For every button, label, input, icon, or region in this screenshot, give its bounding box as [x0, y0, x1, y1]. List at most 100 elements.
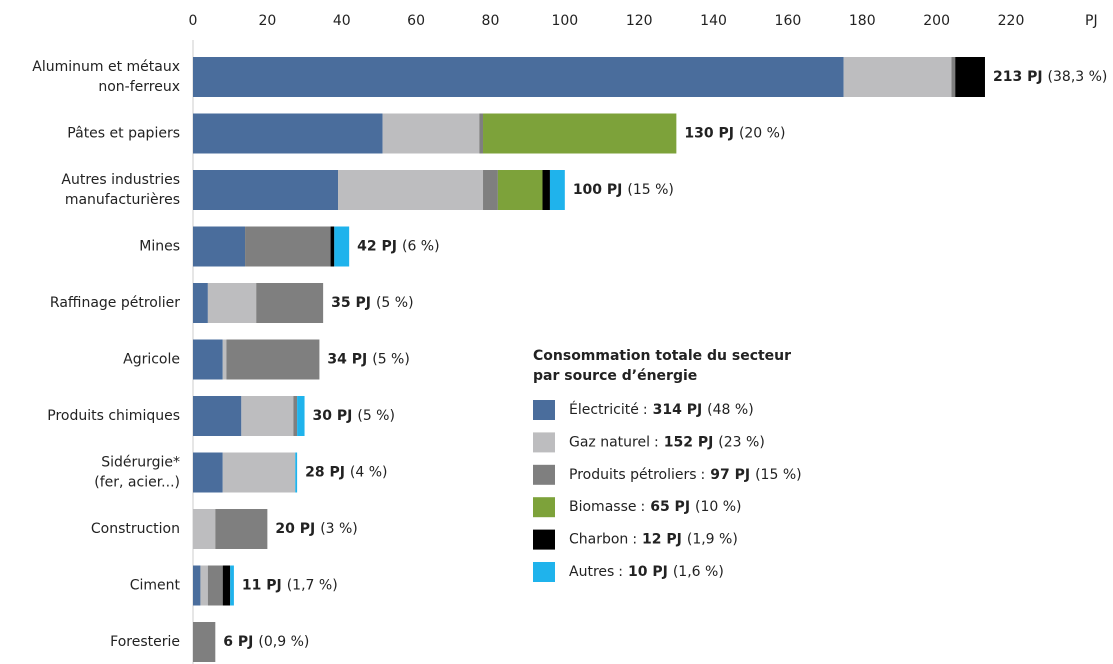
bar-segment — [297, 396, 305, 436]
total-share: (5 %) — [376, 295, 414, 311]
bar-segment — [483, 170, 498, 210]
total-label: 35 PJ (5 %) — [331, 295, 413, 311]
total-label: 100 PJ (15 %) — [573, 182, 674, 198]
bar-segment — [222, 452, 296, 493]
legend-separator: : — [701, 467, 706, 483]
total-label: 130 PJ (20 %) — [684, 126, 785, 142]
legend-swatch — [533, 529, 555, 550]
total-share: (38,3 %) — [1048, 69, 1108, 85]
x-tick-label: 80 — [482, 13, 500, 29]
bar-segment — [549, 170, 565, 210]
bar-segment — [226, 339, 320, 380]
legend-name: Autres — [569, 564, 614, 580]
total-value: 34 PJ — [327, 352, 367, 368]
bar-segment — [293, 396, 298, 436]
legend-label: Produits pétroliers:97 PJ (15 %) — [569, 467, 802, 483]
x-tick-label: 60 — [407, 13, 425, 29]
legend-label: Charbon:12 PJ (1,9 %) — [569, 532, 738, 548]
bar-segment — [479, 113, 484, 154]
legend-total: 314 PJ — [653, 402, 703, 418]
category-label: (fer, acier...) — [94, 475, 180, 491]
x-tick-label: 100 — [551, 13, 578, 29]
legend-share: (1,6 %) — [673, 564, 724, 580]
bar-segment — [222, 565, 231, 606]
total-label: 42 PJ (6 %) — [357, 239, 439, 255]
legend-name: Charbon — [569, 532, 628, 548]
bar-segment — [193, 509, 216, 549]
legend-title: par source d’énergie — [533, 368, 697, 384]
x-tick-label: 120 — [626, 13, 653, 29]
total-label: 20 PJ (3 %) — [275, 521, 357, 537]
bar-segment — [193, 622, 216, 662]
legend-name: Produits pétroliers — [569, 467, 697, 483]
legend-share: (10 %) — [695, 499, 742, 515]
x-tick-label: 180 — [849, 13, 876, 29]
category-label: Ciment — [130, 578, 181, 594]
legend-swatch — [533, 432, 555, 453]
bar-segment — [193, 226, 246, 267]
bar-segment — [483, 113, 677, 154]
total-value: 28 PJ — [305, 465, 345, 481]
bar-segment — [193, 452, 223, 493]
bar-segment — [193, 113, 383, 154]
x-tick-label: 220 — [998, 13, 1025, 29]
legend-swatch — [533, 497, 555, 518]
bar-segment — [193, 339, 223, 380]
legend-title: Consommation totale du secteur — [533, 348, 791, 364]
x-tick-label: 0 — [189, 13, 198, 29]
total-value: 213 PJ — [993, 69, 1043, 85]
category-label: Sidérurgie* — [101, 455, 180, 471]
total-label: 6 PJ (0,9 %) — [223, 634, 309, 650]
x-tick-label: 20 — [258, 13, 276, 29]
bar-segment — [497, 170, 543, 210]
bar-segment — [256, 283, 324, 323]
bar-segment — [955, 57, 985, 97]
bar-segment — [241, 396, 294, 436]
total-share: (3 %) — [320, 521, 358, 537]
total-value: 11 PJ — [242, 578, 282, 594]
legend-swatch — [533, 562, 555, 582]
category-label: Raffinage pétrolier — [50, 295, 180, 311]
total-label: 34 PJ (5 %) — [327, 352, 409, 368]
total-value: 30 PJ — [313, 408, 353, 424]
total-share: (4 %) — [350, 465, 388, 481]
total-share: (15 %) — [627, 182, 674, 198]
legend-total: 12 PJ — [642, 532, 682, 548]
legend-share: (23 %) — [718, 434, 765, 450]
legend-name: Gaz naturel — [569, 434, 650, 450]
legend-separator: : — [618, 564, 623, 580]
legend-swatch — [533, 464, 555, 485]
legend-label: Électricité:314 PJ (48 %) — [569, 401, 754, 418]
legend-total: 97 PJ — [710, 467, 750, 483]
legend-share: (15 %) — [755, 467, 802, 483]
bar-segment — [207, 283, 257, 323]
total-share: (6 %) — [402, 239, 440, 255]
legend-separator: : — [632, 532, 637, 548]
bar-segment — [295, 452, 298, 493]
legend-total: 10 PJ — [628, 564, 668, 580]
legend-separator: : — [654, 434, 659, 450]
bar-segment — [245, 226, 331, 267]
x-tick-label: 140 — [700, 13, 727, 29]
x-axis-label: PJ — [1085, 13, 1098, 29]
total-value: 35 PJ — [331, 295, 371, 311]
bar-segment — [843, 57, 952, 97]
category-label: non-ferreux — [98, 79, 180, 95]
legend-name: Biomasse — [569, 499, 636, 515]
legend-share: (1,9 %) — [687, 532, 738, 548]
bar-segment — [951, 57, 956, 97]
bar-segment — [215, 509, 268, 549]
bar-segment — [193, 283, 208, 323]
total-value: 100 PJ — [573, 182, 623, 198]
category-label: Aluminum et métaux — [32, 59, 180, 75]
legend-name: Électricité — [569, 401, 639, 418]
bar-segment — [193, 396, 242, 436]
bar-segment — [338, 170, 484, 210]
bar-segment — [382, 113, 480, 154]
legend-total: 152 PJ — [664, 434, 714, 450]
x-tick-label: 200 — [923, 13, 950, 29]
legend-separator: : — [640, 499, 645, 515]
total-label: 30 PJ (5 %) — [313, 408, 395, 424]
total-label: 213 PJ (38,3 %) — [993, 69, 1107, 85]
